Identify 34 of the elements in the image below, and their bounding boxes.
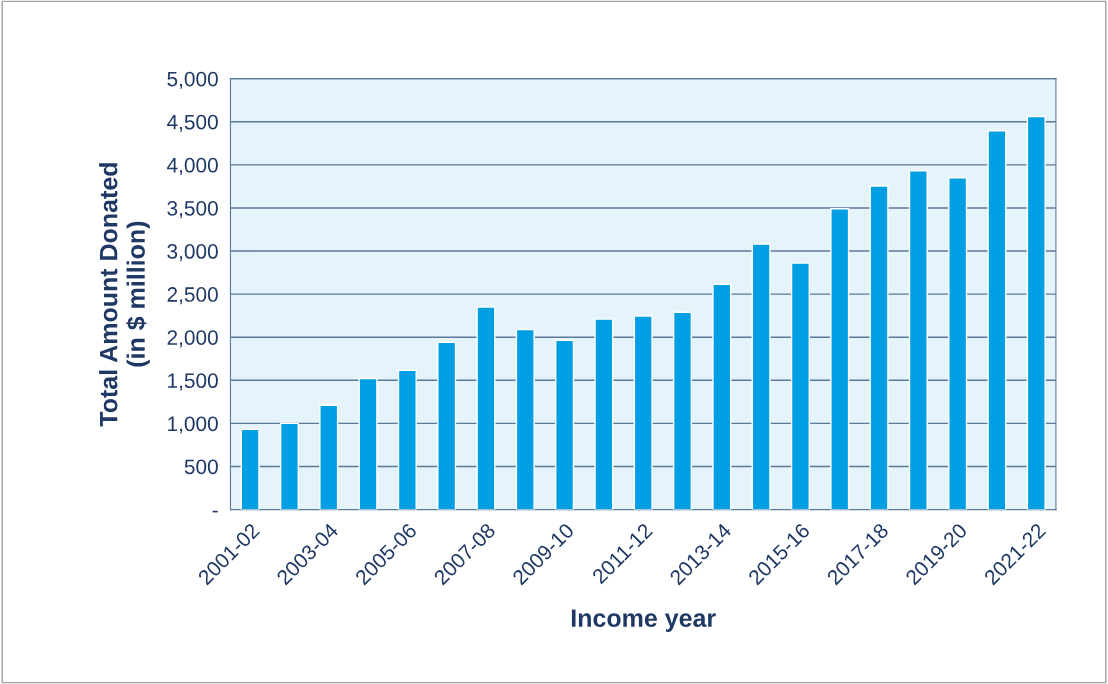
y-tick-label: 5,000 [167,71,218,89]
bar [790,262,810,510]
x-axis-title: Income year [571,609,716,632]
bar [594,318,614,510]
bar [751,243,771,510]
y-tick-label: 3,000 [167,244,218,262]
bar [869,185,889,510]
bar [437,341,457,510]
bar [279,422,299,510]
bar [987,130,1007,510]
y-tick-label: 2,000 [167,330,218,348]
bar [319,404,339,510]
bar [712,283,732,510]
y-tick-label: 4,000 [167,157,218,176]
bar [476,306,496,510]
y-axis-title: Total Amount Donated (in $ million) [99,163,150,427]
bar [830,208,850,510]
bar [908,170,928,510]
y-tick-label: 4,500 [167,114,218,132]
bar [1026,115,1046,510]
y-tick-label: 1,500 [168,373,218,391]
bar [358,377,378,510]
bar [555,339,575,510]
bar [240,428,260,510]
y-tick-label: 2,500 [167,287,218,305]
y-tick-label: 1,000 [168,416,218,434]
bar [397,369,417,510]
y-tick-label: 500 [184,459,218,475]
bar [672,311,693,510]
y-tick-label: - [212,510,218,513]
bar [948,177,968,510]
bar [633,315,653,510]
y-tick-label: 3,500 [167,200,218,219]
bar [515,328,535,510]
